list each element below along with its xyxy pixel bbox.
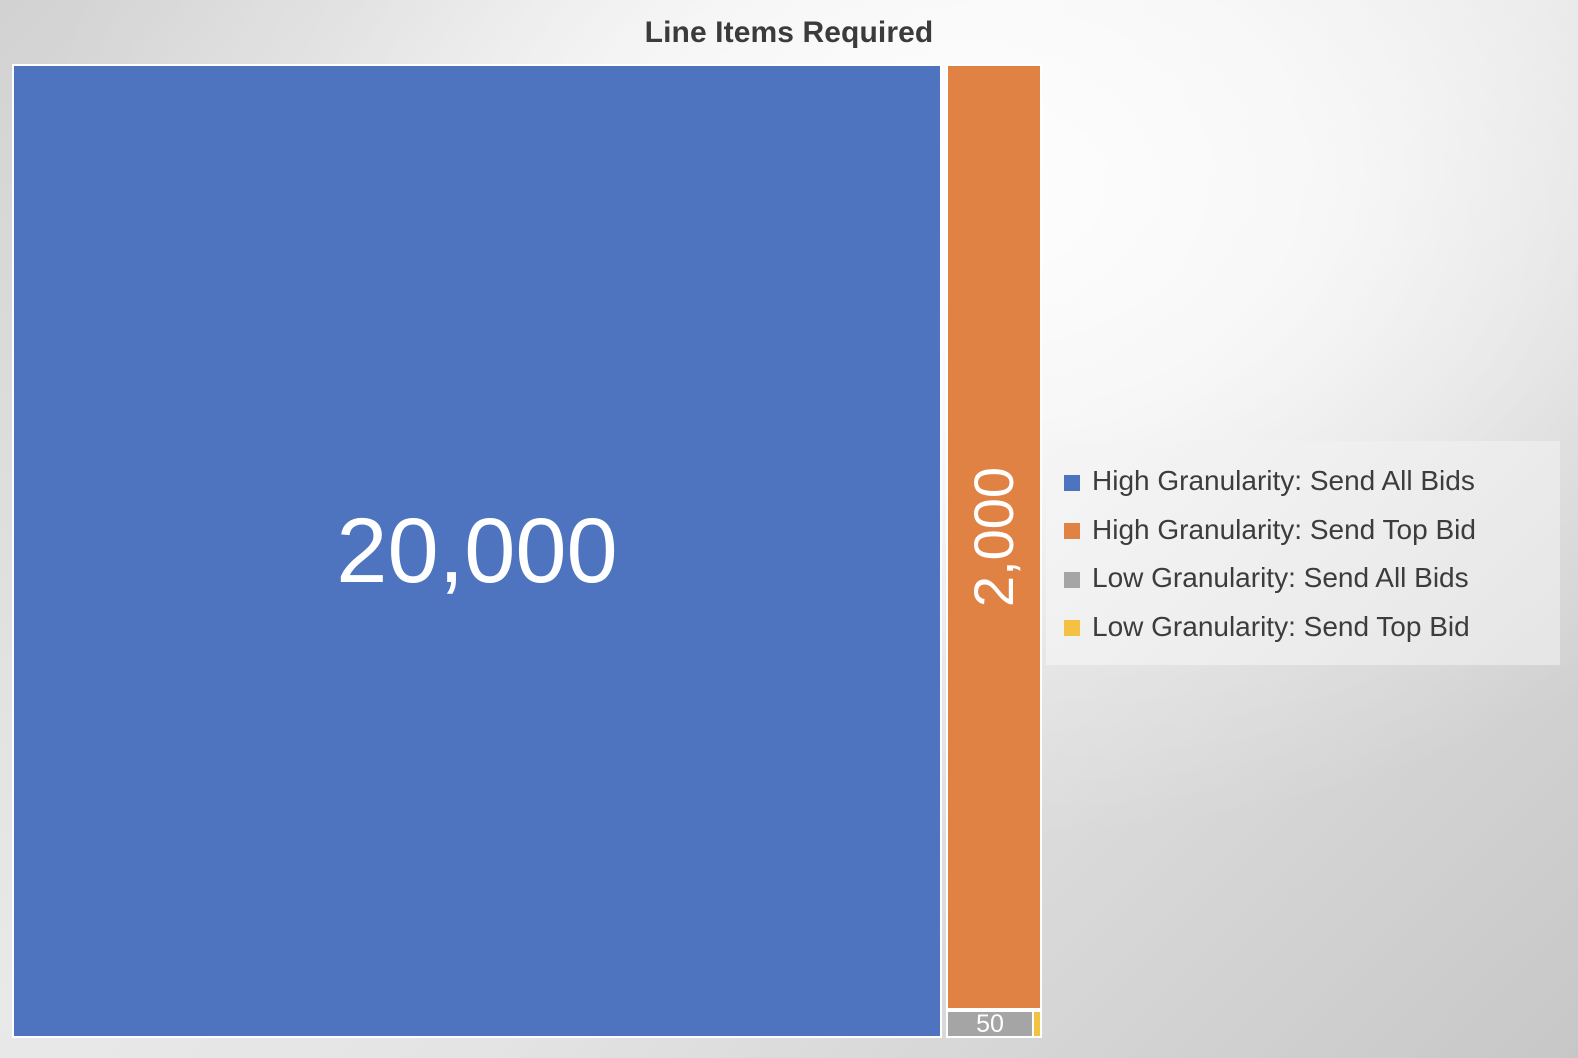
legend-item-low-granularity-send-top-bid[interactable]: Low Granularity: Send Top Bid	[1064, 605, 1548, 649]
treemap-tile-high-granularity-send-top-bid[interactable]: 2,000	[946, 64, 1042, 1010]
treemap-tile-label-low-granularity-send-all-bids: 50	[976, 1010, 1004, 1038]
legend-swatch-icon-high-granularity-send-top-bid	[1064, 523, 1080, 540]
treemap-plot-area: 20,000 2,000 50	[12, 64, 1042, 1038]
chart-title: Line Items Required	[644, 16, 934, 49]
treemap-tile-low-granularity-send-top-bid[interactable]	[1032, 1010, 1042, 1038]
treemap-tile-low-granularity-send-all-bids[interactable]: 50	[946, 1010, 1034, 1038]
treemap-tile-label-high-granularity-send-all-bids: 20,000	[336, 500, 618, 602]
legend-swatch-icon-low-granularity-send-all-bids	[1064, 571, 1080, 588]
treemap-tile-label-high-granularity-send-top-bid: 2,000	[962, 466, 1026, 608]
legend-swatch-icon-low-granularity-send-top-bid	[1064, 620, 1080, 637]
legend-item-high-granularity-send-all-bids[interactable]: High Granularity: Send All Bids	[1064, 459, 1548, 503]
legend-label-low-granularity-send-top-bid: Low Granularity: Send Top Bid	[1092, 610, 1470, 642]
legend-label-low-granularity-send-all-bids: Low Granularity: Send All Bids	[1092, 562, 1469, 594]
legend-item-high-granularity-send-top-bid[interactable]: High Granularity: Send Top Bid	[1064, 508, 1548, 552]
chart-legend: High Granularity: Send All Bids High Gra…	[1046, 441, 1560, 665]
treemap-tile-high-granularity-send-all-bids[interactable]: 20,000	[12, 64, 942, 1038]
legend-label-high-granularity-send-top-bid: High Granularity: Send Top Bid	[1092, 513, 1476, 545]
legend-item-low-granularity-send-all-bids[interactable]: Low Granularity: Send All Bids	[1064, 556, 1548, 600]
legend-swatch-icon-high-granularity-send-all-bids	[1064, 474, 1080, 491]
legend-label-high-granularity-send-all-bids: High Granularity: Send All Bids	[1092, 465, 1475, 497]
